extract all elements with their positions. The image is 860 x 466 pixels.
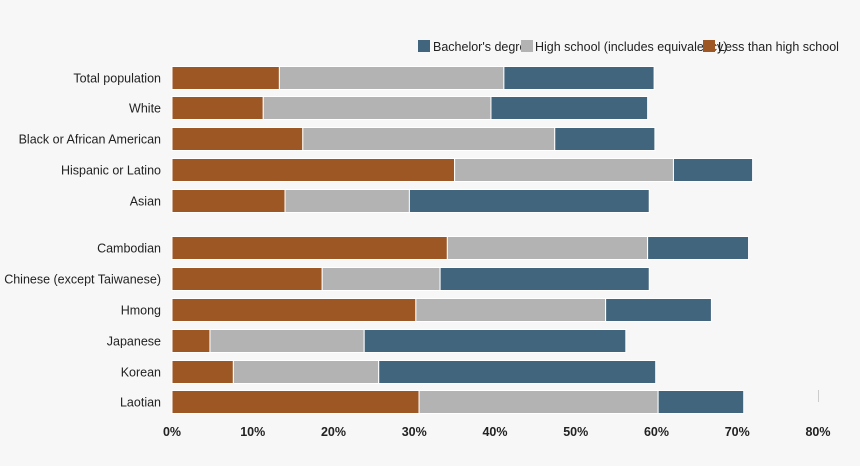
x-tick-label: 30% xyxy=(402,425,427,439)
bar-high-school-includes-equivalency xyxy=(418,390,659,414)
bar-less-than-high-school xyxy=(171,390,420,414)
legend-swatch-high-school xyxy=(521,40,533,52)
bar-high-school-includes-equivalency xyxy=(209,329,365,353)
x-tick-label: 40% xyxy=(482,425,507,439)
category-label: Hmong xyxy=(121,304,161,318)
bar-less-than-high-school xyxy=(171,66,280,90)
bar-high-school-includes-equivalency xyxy=(278,66,505,90)
bar-bachelor-s-degree xyxy=(378,360,657,384)
legend: Bachelor's degree High school (includes … xyxy=(418,40,839,54)
bar-high-school-includes-equivalency xyxy=(415,298,607,322)
bar-bachelor-s-degree xyxy=(657,390,745,414)
x-tick-label: 10% xyxy=(240,425,265,439)
bar-less-than-high-school xyxy=(171,127,304,151)
bar-high-school-includes-equivalency xyxy=(284,189,410,213)
category-label: Black or African American xyxy=(19,133,161,147)
bar-less-than-high-school xyxy=(171,96,264,120)
bar-bachelor-s-degree xyxy=(554,127,656,151)
x-tick-label: 70% xyxy=(725,425,750,439)
bar-high-school-includes-equivalency xyxy=(446,236,649,260)
legend-label-bachelors: Bachelor's degree xyxy=(433,40,533,54)
category-label: Chinese (except Taiwanese) xyxy=(4,273,161,287)
legend-swatch-bachelors xyxy=(418,40,430,52)
bar-less-than-high-school xyxy=(171,329,211,353)
bar-bachelor-s-degree xyxy=(647,236,750,260)
x-tick-label: 20% xyxy=(321,425,346,439)
bar-less-than-high-school xyxy=(171,360,234,384)
category-label: Cambodian xyxy=(97,242,161,256)
bar-bachelor-s-degree xyxy=(503,66,655,90)
x-tick-label: 50% xyxy=(563,425,588,439)
category-label: Korean xyxy=(121,366,161,380)
bar-bachelor-s-degree xyxy=(672,158,754,182)
x-tick-label: 80% xyxy=(805,425,830,439)
bar-less-than-high-school xyxy=(171,189,286,213)
bar-high-school-includes-equivalency xyxy=(454,158,674,182)
bar-high-school-includes-equivalency xyxy=(321,267,441,291)
bar-less-than-high-school xyxy=(171,267,323,291)
bar-high-school-includes-equivalency xyxy=(232,360,380,384)
bar-bachelor-s-degree xyxy=(363,329,627,353)
category-label: Asian xyxy=(130,195,161,209)
legend-label-high-school: High school (includes equivalency) xyxy=(535,40,727,54)
bar-less-than-high-school xyxy=(171,158,456,182)
bar-less-than-high-school xyxy=(171,298,417,322)
bar-bachelor-s-degree xyxy=(408,189,650,213)
category-label: Japanese xyxy=(107,335,161,349)
category-label: Laotian xyxy=(120,396,161,410)
legend-label-less-than-hs: Less than high school xyxy=(718,40,839,54)
bar-bachelor-s-degree xyxy=(490,96,649,120)
bar-high-school-includes-equivalency xyxy=(302,127,556,151)
bar-bachelor-s-degree xyxy=(605,298,712,322)
bar-bachelor-s-degree xyxy=(439,267,650,291)
bar-high-school-includes-equivalency xyxy=(262,96,492,120)
bar-less-than-high-school xyxy=(171,236,448,260)
x-tick-label: 0% xyxy=(163,425,181,439)
category-label: Total population xyxy=(73,72,161,86)
category-label: Hispanic or Latino xyxy=(61,164,161,178)
x-tick-label: 60% xyxy=(644,425,669,439)
category-label: White xyxy=(129,102,161,116)
legend-swatch-less-than-hs xyxy=(703,40,715,52)
